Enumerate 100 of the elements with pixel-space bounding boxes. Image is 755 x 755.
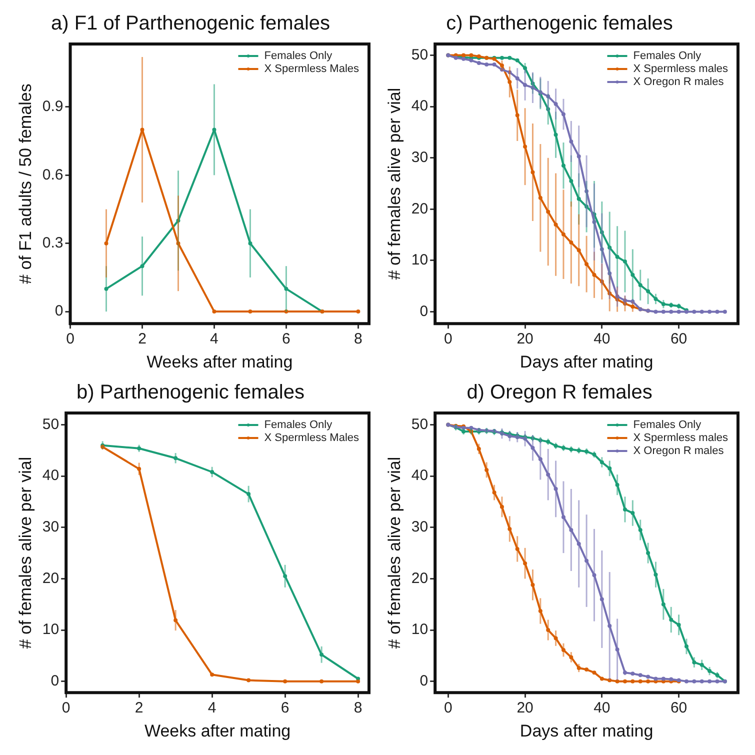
point <box>638 528 642 532</box>
point <box>700 679 704 684</box>
x-tick-label: 20 <box>516 330 534 348</box>
point <box>708 679 712 684</box>
chart-title: c) Parthenogenic females <box>446 12 673 35</box>
point <box>646 551 650 556</box>
point <box>638 673 642 678</box>
point <box>500 504 504 509</box>
point <box>523 83 528 88</box>
point <box>248 241 252 246</box>
point <box>554 486 558 491</box>
point <box>638 679 642 684</box>
point <box>584 558 589 563</box>
y-tick-label: 10 <box>411 621 428 638</box>
point <box>630 272 635 277</box>
point <box>212 310 216 314</box>
point <box>538 609 542 614</box>
point <box>715 679 720 684</box>
point <box>608 271 612 276</box>
y-tick-label: 20 <box>411 200 428 218</box>
x-tick-label: 8 <box>354 700 362 717</box>
point <box>684 644 688 648</box>
point <box>554 636 558 640</box>
y-tick-label: 0 <box>50 672 60 690</box>
point <box>692 679 696 684</box>
x-axis-title: Weeks after mating <box>144 721 291 740</box>
point <box>500 64 504 68</box>
point <box>561 648 566 652</box>
point <box>523 144 528 149</box>
point <box>600 280 604 284</box>
point <box>722 310 727 314</box>
point <box>608 466 612 470</box>
point <box>661 602 666 606</box>
point <box>622 260 627 264</box>
point <box>508 526 512 531</box>
point <box>646 679 650 684</box>
point <box>530 86 535 90</box>
y-tick-label: 0 <box>54 302 64 320</box>
point <box>584 668 589 672</box>
y-axis-title: # of F1 adults / 50 females <box>16 84 35 284</box>
point <box>508 70 512 74</box>
point <box>576 154 581 158</box>
x-tick-label: 20 <box>516 700 534 717</box>
point <box>515 58 520 62</box>
point <box>669 310 674 314</box>
y-axis-title: # of females alive per vial <box>384 456 404 649</box>
y-tick-label: 30 <box>411 518 428 536</box>
point <box>530 446 535 450</box>
legend-label: Females Only <box>633 50 702 62</box>
x-tick-label: 0 <box>444 700 452 717</box>
point <box>592 670 596 675</box>
point <box>320 679 324 684</box>
point <box>654 296 658 301</box>
x-tick-label: 60 <box>670 700 688 717</box>
point <box>661 676 666 681</box>
point <box>212 128 216 132</box>
point <box>708 669 712 674</box>
point <box>600 247 604 252</box>
point <box>630 672 635 676</box>
x-tick-label: 6 <box>282 330 290 348</box>
x-tick-label: 8 <box>354 330 362 348</box>
legend-label: X Spermless Males <box>264 63 360 76</box>
y-tick-label: 40 <box>411 98 428 115</box>
y-tick-label: 0.3 <box>42 234 64 252</box>
point <box>592 220 596 224</box>
legend-label: X Oregon R males <box>633 76 724 88</box>
y-axis-title: # of females alive per vial <box>16 456 35 649</box>
point <box>283 574 288 578</box>
point <box>608 246 612 250</box>
point <box>584 204 589 209</box>
point <box>584 189 589 194</box>
point <box>608 291 612 296</box>
point <box>600 460 604 464</box>
point <box>283 679 288 684</box>
chart-title: a) F1 of Parthenogenic females <box>50 12 330 35</box>
x-tick-label: 0 <box>444 330 452 348</box>
point <box>654 676 658 681</box>
point <box>592 573 596 578</box>
x-tick-label: 0 <box>66 330 74 348</box>
point <box>584 262 589 266</box>
point <box>600 230 604 234</box>
point <box>248 310 252 314</box>
point <box>576 196 581 201</box>
point <box>708 310 712 314</box>
point <box>561 515 566 520</box>
point <box>622 679 627 684</box>
point <box>469 426 474 430</box>
point <box>615 679 620 684</box>
point <box>569 139 574 144</box>
point <box>669 618 674 622</box>
point <box>492 490 496 495</box>
point <box>140 128 144 132</box>
point <box>692 310 696 314</box>
y-tick-label: 0 <box>420 302 428 320</box>
point <box>546 210 550 214</box>
legend-label: Females Only <box>264 50 333 62</box>
point <box>600 597 604 602</box>
point <box>538 457 542 462</box>
y-tick-label: 50 <box>411 46 428 64</box>
point <box>246 678 251 682</box>
